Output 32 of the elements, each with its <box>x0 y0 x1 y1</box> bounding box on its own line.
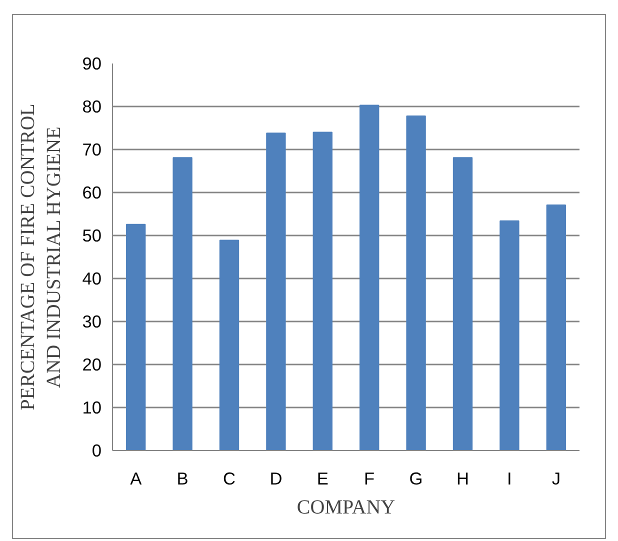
x-tick-label: E <box>316 468 328 488</box>
y-axis-title: PERCENTAGE OF FIRE CONTROL AND INDUSTRIAL HYGIENE <box>16 104 66 410</box>
x-tick-label: A <box>130 468 142 488</box>
x-tick-label: B <box>176 468 188 488</box>
x-tick-label: G <box>409 468 423 488</box>
bar <box>219 240 240 450</box>
x-tick-label: F <box>364 468 375 488</box>
bar <box>500 220 520 450</box>
x-axis-title: COMPANY <box>296 496 396 518</box>
x-tick-label: C <box>222 468 236 488</box>
y-tick-label: 20 <box>82 354 102 374</box>
bar <box>452 157 473 450</box>
y-tick-label: 30 <box>82 312 102 332</box>
bar <box>172 157 192 450</box>
bar <box>546 204 566 450</box>
y-tick-label: 60 <box>82 182 102 202</box>
x-tick-label: I <box>507 468 512 488</box>
y-tick-label: 40 <box>82 268 102 288</box>
bar <box>360 104 380 450</box>
y-tick-label: 80 <box>82 96 102 116</box>
y-tick-label: 70 <box>82 140 102 160</box>
x-tick-label: J <box>552 468 560 488</box>
bar <box>126 224 146 450</box>
x-tick-label: D <box>270 468 282 488</box>
y-tick-label: 50 <box>82 226 102 246</box>
bar <box>312 132 332 450</box>
y-tick-label: 90 <box>82 54 102 74</box>
bar <box>266 132 286 450</box>
x-tick-label: H <box>456 468 470 488</box>
bar <box>406 115 426 450</box>
y-tick-label: 10 <box>82 398 102 418</box>
y-tick-label: 0 <box>92 440 102 460</box>
